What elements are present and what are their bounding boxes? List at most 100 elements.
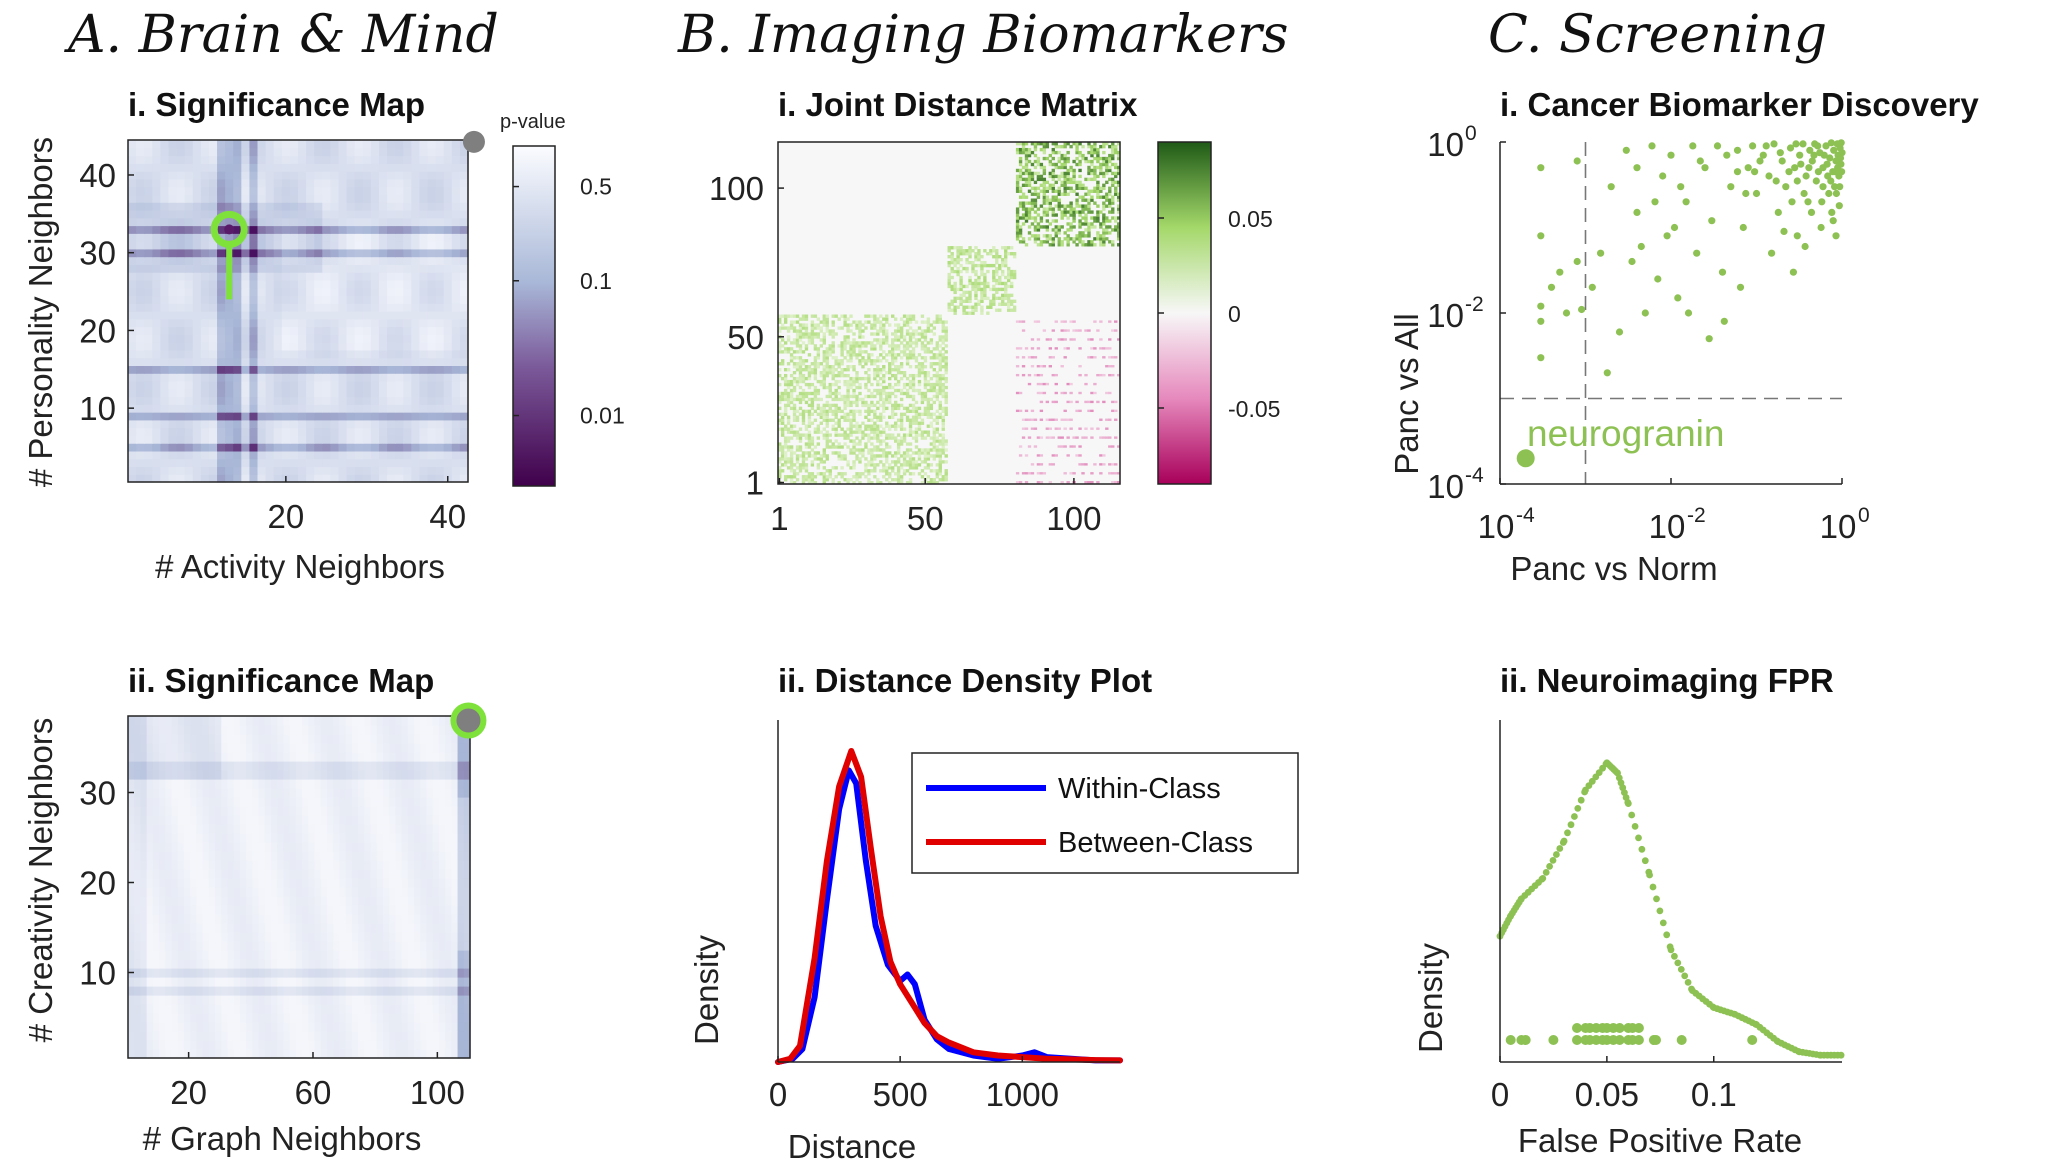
heatmap-cell: [330, 396, 340, 405]
heatmap-cell: [160, 209, 170, 219]
heatmap-cell: [438, 1049, 446, 1059]
matrix-cell: [837, 385, 841, 390]
heatmap-cell: [302, 1022, 309, 1032]
heatmap-cell: [241, 450, 251, 460]
matrix-cell: [870, 436, 874, 440]
heatmap-cell: [281, 412, 291, 421]
heatmap-cell: [457, 1022, 465, 1032]
heatmap-cell: [459, 474, 469, 483]
matrix-cell: [804, 463, 809, 467]
heatmap-cell: [176, 412, 186, 421]
matrix-cell: [941, 460, 945, 464]
matrix-cell: [852, 439, 856, 443]
heatmap-cell: [326, 1049, 334, 1059]
heatmap-cell: [451, 761, 459, 771]
heatmap-cell: [451, 241, 461, 250]
matrix-cell: [837, 391, 841, 396]
heatmap-cell: [306, 450, 315, 460]
heatmap-cell: [249, 357, 259, 367]
heatmap-cell: [346, 380, 356, 390]
heatmap-cell: [202, 788, 210, 798]
heatmap-cell: [382, 1049, 390, 1059]
heatmap-cell: [140, 878, 148, 888]
heatmap-cell: [239, 995, 247, 1005]
heatmap-cell: [358, 725, 365, 735]
heatmap-cell: [407, 743, 415, 753]
heatmap-cell: [320, 1031, 328, 1041]
heatmap-cell: [351, 995, 359, 1005]
matrix-cell: [935, 451, 939, 455]
heatmap-cell: [257, 287, 267, 297]
heatmap-cell: [302, 878, 309, 888]
heatmap-cell: [289, 842, 297, 852]
matrix-cell: [926, 430, 931, 434]
heatmap-cell: [277, 1040, 285, 1050]
heatmap-cell: [246, 914, 253, 924]
heatmap-cell: [322, 186, 331, 196]
heatmap-cell: [362, 357, 372, 367]
heatmap-cell: [457, 779, 465, 789]
heatmap-cell: [339, 824, 347, 834]
heatmap-cell: [298, 225, 307, 234]
heatmap-cell: [387, 155, 396, 164]
matrix-cell: [819, 409, 823, 414]
heatmap-cell: [322, 147, 331, 157]
heatmap-cell: [457, 851, 465, 861]
heatmap-cell: [283, 977, 291, 987]
heatmap-cell: [298, 233, 307, 242]
heatmap-cell: [208, 959, 216, 969]
heatmap-cell: [221, 788, 229, 798]
heatmap-cell: [202, 833, 210, 843]
heatmap-cell: [176, 233, 186, 242]
heatmap-cell: [144, 194, 153, 203]
heatmap-cell: [382, 995, 390, 1005]
heatmap-cell: [233, 716, 241, 726]
matrix-cell: [825, 424, 829, 428]
heatmap-cell: [345, 779, 353, 789]
heatmap-cell: [277, 779, 285, 789]
heatmap-cell: [351, 788, 359, 798]
heatmap-cell: [382, 779, 390, 789]
panel-b-i-title: i. Joint Distance Matrix: [778, 86, 1138, 123]
heatmap-cell: [221, 779, 229, 789]
heatmap-cell: [196, 1031, 204, 1041]
heatmap-cell: [339, 1049, 347, 1059]
heatmap-cell: [354, 194, 364, 203]
heatmap-cell: [200, 334, 210, 343]
heatmap-cell: [320, 842, 328, 852]
matrix-cell: [852, 475, 856, 479]
heatmap-cell: [463, 797, 471, 807]
matrix-cell: [834, 439, 838, 443]
matrix-cell: [852, 418, 856, 422]
heatmap-cell: [208, 155, 218, 164]
heatmap-cell: [411, 209, 421, 219]
matrix-cell: [813, 385, 818, 390]
heatmap-cell: [196, 995, 204, 1005]
heatmap-cell: [387, 474, 396, 483]
heatmap-cell: [382, 977, 390, 987]
heatmap-cell: [184, 155, 194, 164]
matrix-cell: [893, 412, 898, 416]
matrix-cell: [941, 421, 945, 425]
heatmap-cell: [326, 788, 334, 798]
heatmap-cell: [354, 435, 364, 444]
matrix-cell: [846, 427, 850, 431]
matrix-cell: [840, 445, 844, 449]
heatmap-cell: [432, 1013, 440, 1023]
matrix-cell: [876, 418, 880, 422]
heatmap-cell: [376, 833, 384, 843]
matrix-cell: [899, 403, 904, 408]
heatmap-cell: [217, 373, 226, 382]
heatmap-cell: [407, 788, 415, 798]
heatmap-cell: [459, 264, 469, 273]
heatmap-cell: [241, 349, 251, 359]
heatmap-cell: [159, 734, 166, 744]
heatmap-cell: [338, 202, 348, 211]
heatmap-cell: [208, 404, 218, 413]
matrix-cell: [852, 442, 856, 446]
matrix-cell: [822, 451, 826, 455]
heatmap-cell: [370, 373, 380, 382]
heatmap-cell: [168, 256, 178, 265]
heatmap-cell: [354, 287, 364, 297]
heatmap-cell: [432, 716, 440, 726]
